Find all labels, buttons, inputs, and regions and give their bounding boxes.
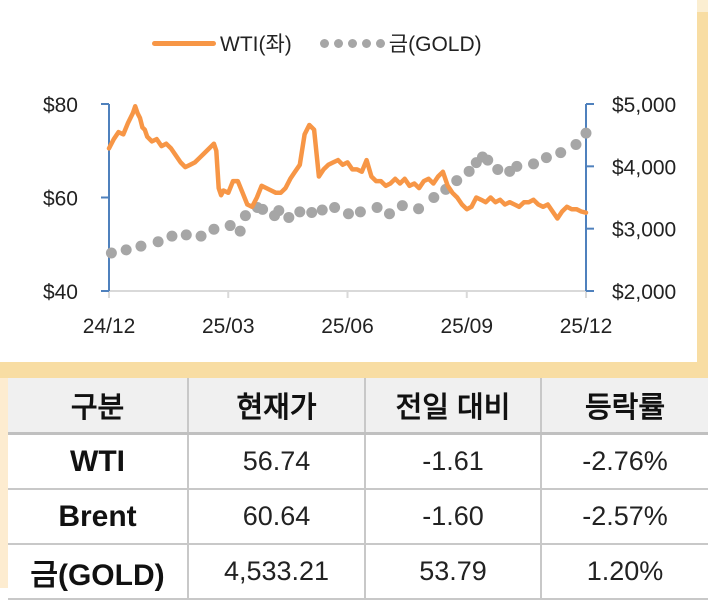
x-tick-label: 25/06 [321, 315, 374, 338]
header-price: 현재가 [188, 378, 366, 435]
row-name: 금(GOLD) [8, 544, 189, 600]
right-tick-label: $5,000 [612, 94, 676, 117]
panel-border-top [697, 0, 708, 12]
wti-series [106, 104, 589, 221]
panel-divider-band [0, 362, 708, 378]
right-tick-label: $4,000 [612, 156, 676, 179]
table-left-strip [0, 378, 8, 588]
gold-series [105, 127, 592, 259]
wti-line-swatch-icon [152, 40, 216, 46]
row-rate: 1.20% [541, 544, 708, 600]
row-change: -1.60 [365, 489, 542, 545]
chart-panel [0, 0, 697, 362]
gold-dots-swatch-icon [319, 38, 385, 48]
header-change: 전일 대비 [365, 378, 542, 435]
x-tick-label: 24/12 [83, 315, 136, 338]
row-change: 53.79 [365, 544, 542, 600]
row-rate: -2.57% [541, 489, 708, 545]
left-tick-label: $40 [43, 281, 78, 304]
price-chart: 24/12 25/03 25/06 25/09 25/12 $80 $60 $40 $5,0… [43, 94, 676, 338]
legend-wti-label: WTI(좌) [220, 33, 292, 56]
x-axis: 24/12 25/03 25/06 25/09 25/12 [83, 290, 613, 338]
row-price: 4,533.21 [188, 544, 366, 600]
right-tick-label: $2,000 [612, 281, 676, 304]
table-row-brent: Brent 60.64 -1.60 -2.57% [8, 489, 708, 545]
header-category: 구분 [8, 378, 189, 435]
chart-legend: WTI(좌) 금(GOLD) [152, 28, 482, 58]
row-name: Brent [8, 489, 189, 545]
row-price: 56.74 [188, 433, 366, 490]
legend-gold-label: 금(GOLD) [388, 33, 482, 56]
row-rate: -2.76% [541, 433, 708, 490]
right-tick-label: $3,000 [612, 219, 676, 242]
table-row-gold: 금(GOLD) 4,533.21 53.79 1.20% [8, 544, 708, 600]
table-header-row: 구분 현재가 전일 대비 등락률 [8, 378, 708, 435]
x-tick-label: 25/12 [560, 315, 613, 338]
table-row-wti: WTI 56.74 -1.61 -2.76% [8, 433, 708, 490]
price-table: 구분 현재가 전일 대비 등락률 WTI 56.74 -1.61 -2.76% … [8, 378, 708, 600]
x-tick-label: 25/09 [440, 315, 493, 338]
left-tick-label: $60 [43, 188, 78, 211]
x-tick-label: 25/03 [202, 315, 255, 338]
right-y-axis: $5,000 $4,000 $3,000 $2,000 [585, 94, 676, 304]
header-rate: 등락률 [541, 378, 708, 435]
row-name: WTI [8, 433, 189, 490]
panel-border-right [697, 12, 708, 362]
left-tick-label: $80 [43, 94, 78, 117]
left-y-axis: $80 $60 $40 [43, 94, 110, 304]
row-price: 60.64 [188, 489, 366, 545]
row-change: -1.61 [365, 433, 542, 490]
